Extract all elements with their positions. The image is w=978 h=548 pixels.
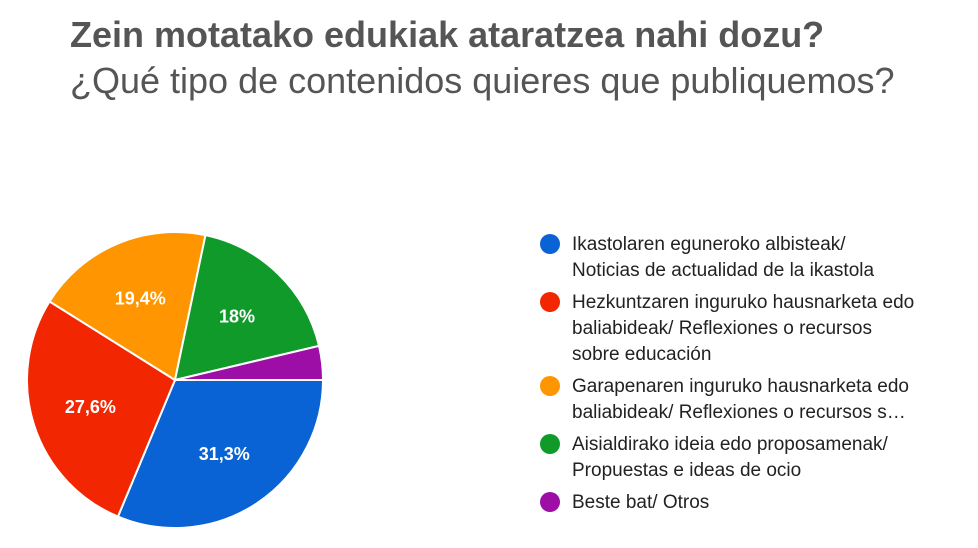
legend-swatch-2: [540, 376, 560, 396]
legend-label-0: Ikastolaren eguneroko albisteak/Noticias…: [572, 232, 874, 284]
slice-label-0: 31,3%: [199, 444, 250, 464]
pie-slice-3: [173, 233, 321, 382]
legend-line: baliabideak/ Reflexiones o recursos: [572, 318, 872, 339]
pie-slice-0: [116, 379, 325, 529]
legend-item-0: Ikastolaren eguneroko albisteak/Noticias…: [540, 232, 960, 284]
chart-title: Zein motatako edukiak ataratzea nahi doz…: [70, 14, 825, 55]
legend-label-1: Hezkuntzaren inguruko hausnarketa edo bal…: [572, 290, 914, 368]
legend-label-4: Beste bat/ Otros: [572, 490, 709, 516]
pie-slice-2: [48, 231, 207, 382]
legend-label-3: Aisialdirako ideia edo proposamenak/Prop…: [572, 432, 888, 484]
slice-label-1: 27,6%: [65, 397, 116, 417]
slice-label-3: 18%: [219, 306, 255, 326]
chart-subtitle: ¿Qué tipo de contenidos quieres que publ…: [70, 60, 895, 101]
chart-legend: Ikastolaren eguneroko albisteak/Noticias…: [540, 232, 960, 522]
legend-item-3: Aisialdirako ideia edo proposamenak/Prop…: [540, 432, 960, 484]
legend-swatch-0: [540, 234, 560, 254]
pie-slice-1: [26, 300, 177, 518]
legend-item-4: Beste bat/ Otros: [540, 490, 960, 516]
legend-label-2: Garapenaren inguruko hausnarketa edo bali…: [572, 374, 909, 426]
slice-label-2: 19,4%: [115, 288, 166, 308]
legend-swatch-4: [540, 492, 560, 512]
legend-line: Beste bat/ Otros: [572, 492, 710, 513]
legend-item-2: Garapenaren inguruko hausnarketa edo bali…: [540, 374, 960, 426]
legend-line: baliabideak/ Reflexiones o recursos s…: [572, 402, 906, 423]
legend-swatch-3: [540, 434, 560, 454]
legend-line: Noticias de actualidad de la ikastola: [572, 260, 875, 281]
legend-swatch-1: [540, 292, 560, 312]
legend-line: Ikastolaren eguneroko albisteak/: [572, 234, 846, 255]
legend-item-1: Hezkuntzaren inguruko hausnarketa edo bal…: [540, 290, 960, 368]
legend-line: Aisialdirako ideia edo proposamenak/: [572, 434, 888, 455]
legend-line: Propuestas e ideas de ocio: [572, 460, 802, 481]
legend-line: Garapenaren inguruko hausnarketa edo: [572, 376, 909, 397]
legend-line: sobre educación: [572, 344, 712, 365]
pie-slice-4: [174, 344, 325, 381]
legend-line: Hezkuntzaren inguruko hausnarketa edo: [572, 292, 915, 313]
